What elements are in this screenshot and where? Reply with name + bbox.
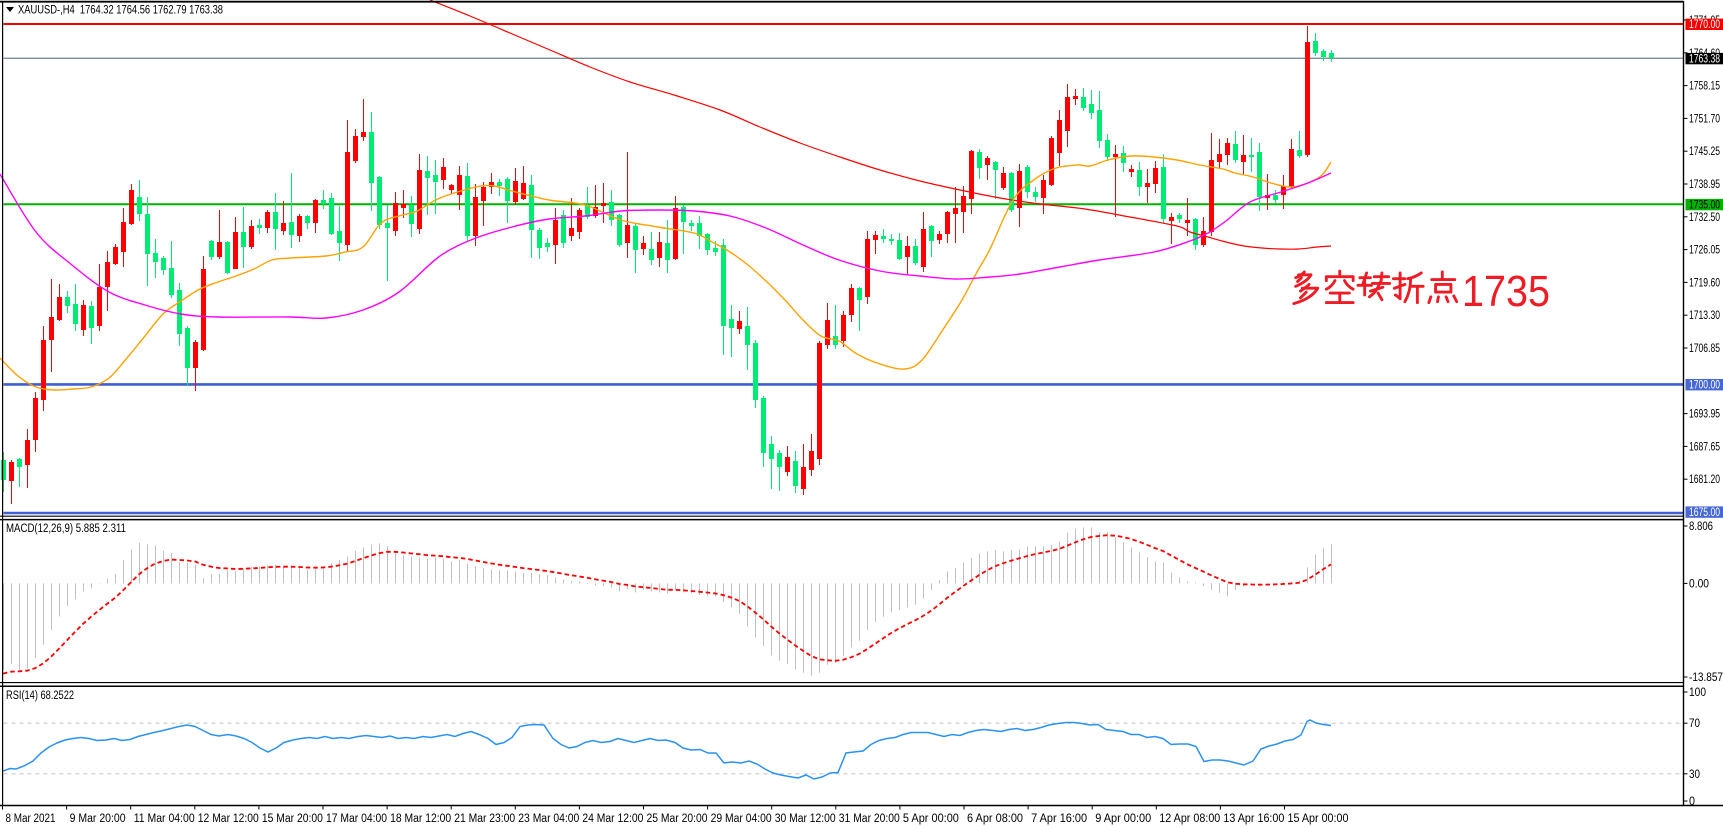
svg-text:8.806: 8.806: [1689, 521, 1713, 533]
svg-text:1687.65: 1687.65: [1689, 441, 1720, 453]
svg-text:1751.70: 1751.70: [1689, 113, 1720, 125]
svg-text:MACD(12,26,9) 5.885 2.311: MACD(12,26,9) 5.885 2.311: [6, 523, 126, 535]
svg-text:1681.20: 1681.20: [1689, 474, 1720, 486]
svg-text:1726.05: 1726.05: [1689, 245, 1720, 257]
svg-text:100: 100: [1689, 687, 1706, 699]
svg-text:29 Mar 04:00: 29 Mar 04:00: [711, 813, 772, 825]
svg-text:1693.95: 1693.95: [1689, 409, 1720, 421]
svg-text:1745.25: 1745.25: [1689, 146, 1720, 158]
svg-text:XAUUSD-,H4 1764.32 1764.56 17: XAUUSD-,H4 1764.32 1764.56 1762.79 1763.…: [18, 5, 223, 17]
svg-text:RSI(14) 68.2522: RSI(14) 68.2522: [6, 690, 74, 702]
svg-text:1738.95: 1738.95: [1689, 179, 1720, 191]
svg-text:15 Mar 20:00: 15 Mar 20:00: [262, 813, 323, 825]
svg-text:21 Mar 23:00: 21 Mar 23:00: [454, 813, 515, 825]
svg-text:1700.00: 1700.00: [1689, 379, 1720, 391]
svg-text:30 Mar 12:00: 30 Mar 12:00: [775, 813, 836, 825]
svg-text:30: 30: [1689, 769, 1700, 781]
svg-text:12 Apr 08:00: 12 Apr 08:00: [1159, 813, 1220, 825]
svg-text:12 Mar 12:00: 12 Mar 12:00: [198, 813, 259, 825]
svg-text:1770.00: 1770.00: [1689, 19, 1720, 31]
svg-text:1763.38: 1763.38: [1689, 53, 1720, 65]
svg-text:18 Mar 12:00: 18 Mar 12:00: [390, 813, 451, 825]
svg-text:8 Mar 2021: 8 Mar 2021: [6, 813, 56, 825]
svg-text:0: 0: [1689, 796, 1695, 808]
svg-text:5 Apr 00:00: 5 Apr 00:00: [903, 813, 959, 825]
svg-text:13 Apr 16:00: 13 Apr 16:00: [1223, 813, 1284, 825]
svg-text:17 Mar 04:00: 17 Mar 04:00: [326, 813, 387, 825]
svg-text:70: 70: [1689, 718, 1700, 730]
svg-text:6 Apr 08:00: 6 Apr 08:00: [967, 813, 1023, 825]
svg-text:0.00: 0.00: [1689, 578, 1709, 590]
svg-text:-13.857: -13.857: [1689, 672, 1723, 684]
svg-text:23 Mar 04:00: 23 Mar 04:00: [518, 813, 579, 825]
svg-text:9 Mar 20:00: 9 Mar 20:00: [70, 813, 126, 825]
svg-text:1732.50: 1732.50: [1689, 212, 1720, 224]
svg-text:24 Mar 12:00: 24 Mar 12:00: [582, 813, 643, 825]
svg-text:1706.85: 1706.85: [1689, 343, 1720, 355]
svg-text:31 Mar 20:00: 31 Mar 20:00: [839, 813, 900, 825]
svg-text:11 Mar 04:00: 11 Mar 04:00: [134, 813, 195, 825]
svg-text:1735.00: 1735.00: [1689, 199, 1720, 211]
svg-text:1675.00: 1675.00: [1689, 507, 1720, 519]
svg-text:15 Apr 00:00: 15 Apr 00:00: [1288, 813, 1349, 825]
svg-text:1713.30: 1713.30: [1689, 310, 1720, 322]
svg-text:9 Apr 00:00: 9 Apr 00:00: [1095, 813, 1151, 825]
svg-text:25 Mar 20:00: 25 Mar 20:00: [647, 813, 708, 825]
svg-text:1735: 1735: [1462, 267, 1550, 316]
svg-text:7 Apr 16:00: 7 Apr 16:00: [1031, 813, 1087, 825]
svg-text:1758.15: 1758.15: [1689, 81, 1720, 93]
svg-text:1719.60: 1719.60: [1689, 277, 1720, 289]
